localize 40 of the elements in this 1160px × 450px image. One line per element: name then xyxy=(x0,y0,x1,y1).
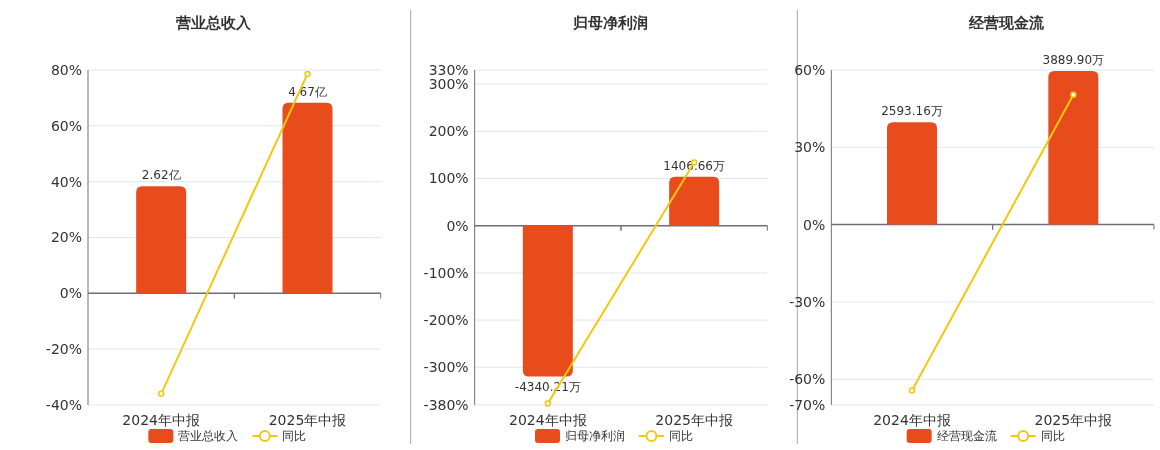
legend-label: 营业总收入 xyxy=(178,429,239,444)
legend-label: 同比 xyxy=(1040,429,1065,444)
y-tick-label: 20% xyxy=(50,229,82,246)
y-tick-label: 330% xyxy=(428,61,469,78)
y-tick-label: -100% xyxy=(423,264,469,281)
x-tick-label: 2024年中报 xyxy=(509,412,587,428)
data-label: 2593.16万 xyxy=(881,104,943,119)
y-tick-label: 0% xyxy=(803,216,826,233)
y-tick-label: 0% xyxy=(59,285,82,302)
chart-title: 经营现金流 xyxy=(968,14,1046,32)
x-tick-label: 2025年中报 xyxy=(1034,412,1113,428)
x-tick-label: 2024年中报 xyxy=(122,412,200,428)
y-tick-label: -20% xyxy=(45,341,82,358)
y-tick-label: -70% xyxy=(789,396,826,413)
legend-label: 同比 xyxy=(282,429,307,444)
y-tick-label: 60% xyxy=(50,117,82,134)
y-tick-label: -300% xyxy=(423,359,469,376)
y-tick-label: -60% xyxy=(789,371,826,388)
legend-label: 经营现金流 xyxy=(936,429,997,444)
x-tick-label: 2025年中报 xyxy=(655,412,733,428)
y-tick-label: 200% xyxy=(428,123,469,140)
data-label: 2.62亿 xyxy=(141,168,181,183)
y-tick-label: 40% xyxy=(50,173,82,190)
y-tick-label: 80% xyxy=(50,61,82,78)
y-tick-label: 0% xyxy=(446,217,469,234)
y-tick-label: 100% xyxy=(428,170,469,187)
chart-title: 归母净利润 xyxy=(571,14,648,32)
y-tick-label: 300% xyxy=(428,76,469,93)
legend-label: 归母净利润 xyxy=(565,429,625,444)
y-tick-label: -380% xyxy=(423,396,469,413)
y-tick-label: -30% xyxy=(789,293,826,310)
chart-title: 营业总收入 xyxy=(174,14,252,32)
x-tick-label: 2025年中报 xyxy=(268,412,347,428)
legend-label: 同比 xyxy=(669,429,693,444)
y-tick-label: -40% xyxy=(45,396,82,413)
data-label: 3889.90万 xyxy=(1042,53,1105,68)
y-tick-label: 30% xyxy=(794,139,826,156)
y-tick-label: -200% xyxy=(423,311,469,328)
x-tick-label: 2024年中报 xyxy=(873,412,951,428)
y-tick-label: 60% xyxy=(794,61,826,78)
